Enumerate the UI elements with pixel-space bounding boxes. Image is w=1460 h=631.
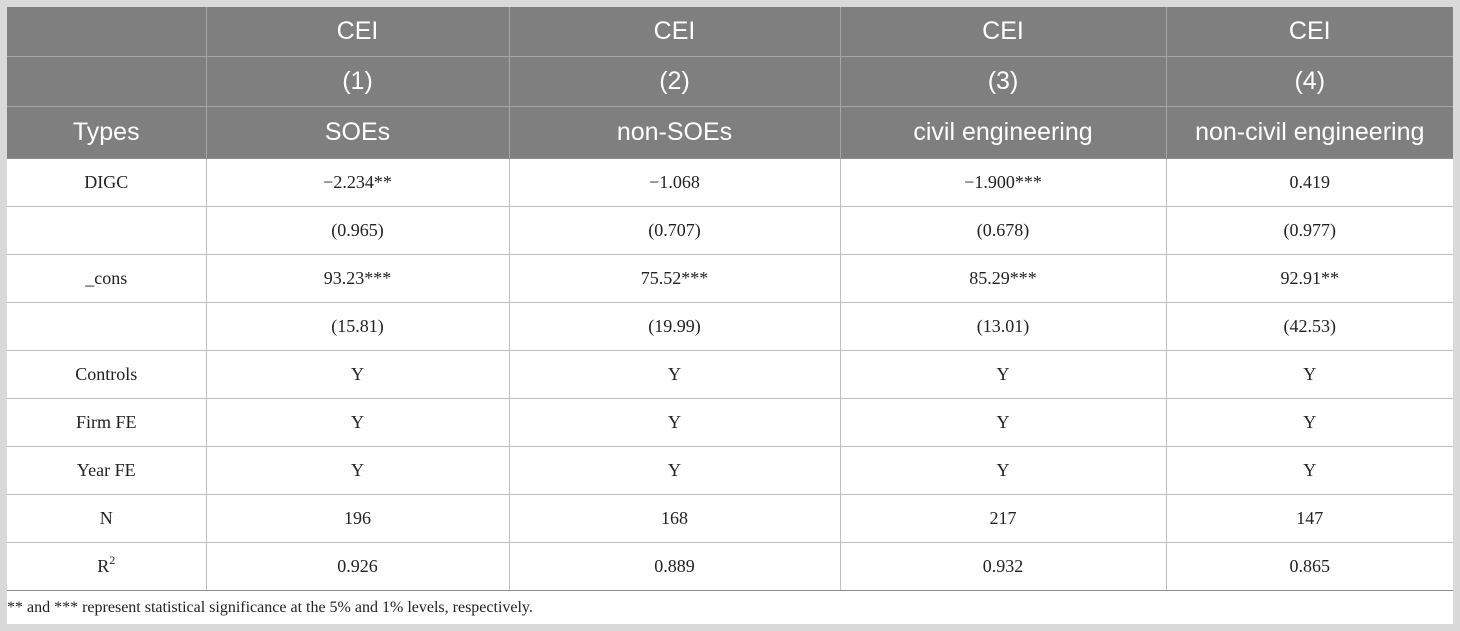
- r-squared-label: R: [97, 556, 110, 576]
- table-cell: 0.926: [206, 542, 510, 591]
- table-cell: 75.52***: [509, 254, 841, 303]
- table-row: _cons 93.23*** 75.52*** 85.29*** 92.91**: [7, 254, 1453, 303]
- table-cell: 0.865: [1166, 542, 1453, 591]
- table-cell: −1.900***: [840, 158, 1167, 207]
- table-header: CEI CEI CEI CEI (1) (2) (3) (4) Types SO…: [7, 7, 1453, 159]
- table-row: Controls Y Y Y Y: [7, 350, 1453, 399]
- row-label: R2: [7, 542, 207, 591]
- table-cell: 0.419: [1166, 158, 1453, 207]
- table-row: Firm FE Y Y Y Y: [7, 398, 1453, 447]
- header-row-model-number: (1) (2) (3) (4): [7, 56, 1453, 107]
- table-cell: 196: [206, 494, 510, 543]
- header-cell: Types: [7, 106, 207, 159]
- table-cell: (0.977): [1166, 206, 1453, 255]
- table-cell: 92.91**: [1166, 254, 1453, 303]
- table-cell: Y: [509, 446, 841, 495]
- table-cell: 0.889: [509, 542, 841, 591]
- table-cell: 93.23***: [206, 254, 510, 303]
- header-cell: civil engineering: [840, 106, 1167, 159]
- table-cell: Y: [206, 350, 510, 399]
- table-cell: 85.29***: [840, 254, 1167, 303]
- table-cell: 168: [509, 494, 841, 543]
- table-cell: (13.01): [840, 302, 1167, 351]
- header-row-dependent-variable: CEI CEI CEI CEI: [7, 7, 1453, 57]
- header-cell: CEI: [206, 7, 510, 57]
- table-cell: 0.932: [840, 542, 1167, 591]
- table-cell: 217: [840, 494, 1167, 543]
- table-cell: Y: [509, 350, 841, 399]
- table-cell: 147: [1166, 494, 1453, 543]
- table-cell: (0.965): [206, 206, 510, 255]
- table-cell: −1.068: [509, 158, 841, 207]
- table-row: N 196 168 217 147: [7, 494, 1453, 543]
- header-cell: CEI: [1166, 7, 1453, 57]
- table-cell: (0.678): [840, 206, 1167, 255]
- row-label: Year FE: [7, 446, 207, 495]
- table-row: R2 0.926 0.889 0.932 0.865: [7, 542, 1453, 591]
- table-row: Year FE Y Y Y Y: [7, 446, 1453, 495]
- table-cell: Y: [840, 350, 1167, 399]
- header-cell: (2): [509, 56, 841, 107]
- row-label: N: [7, 494, 207, 543]
- table-cell: Y: [1166, 446, 1453, 495]
- table-cell: Y: [206, 446, 510, 495]
- header-cell: CEI: [840, 7, 1167, 57]
- table-row: (15.81) (19.99) (13.01) (42.53): [7, 302, 1453, 351]
- row-label: _cons: [7, 254, 207, 303]
- table-cell: −2.234**: [206, 158, 510, 207]
- table-cell: (0.707): [509, 206, 841, 255]
- r-squared-superscript: 2: [109, 553, 116, 567]
- header-row-types: Types SOEs non-SOEs civil engineering no…: [7, 106, 1453, 159]
- table-cell: Y: [1166, 350, 1453, 399]
- header-cell: CEI: [509, 7, 841, 57]
- table-cell: Y: [840, 398, 1167, 447]
- table-cell: Y: [206, 398, 510, 447]
- row-label: Firm FE: [7, 398, 207, 447]
- table-cell: (19.99): [509, 302, 841, 351]
- regression-table: CEI CEI CEI CEI (1) (2) (3) (4) Types SO…: [7, 7, 1453, 591]
- table-footnote: ** and *** represent statistical signifi…: [7, 599, 533, 616]
- table-cell: (15.81): [206, 302, 510, 351]
- header-cell: non-SOEs: [509, 106, 841, 159]
- row-label: [7, 302, 207, 351]
- table-cell: Y: [840, 446, 1167, 495]
- row-label: DIGC: [7, 158, 207, 207]
- header-cell: non-civil engineering: [1166, 106, 1453, 159]
- header-cell: (1): [206, 56, 510, 107]
- table-cell: Y: [1166, 398, 1453, 447]
- header-cell: [7, 56, 207, 107]
- table-row: DIGC −2.234** −1.068 −1.900*** 0.419: [7, 158, 1453, 207]
- table-body: DIGC −2.234** −1.068 −1.900*** 0.419 (0.…: [7, 158, 1453, 591]
- table-row: (0.965) (0.707) (0.678) (0.977): [7, 206, 1453, 255]
- table-cell: Y: [509, 398, 841, 447]
- header-cell: (4): [1166, 56, 1453, 107]
- table-frame: CEI CEI CEI CEI (1) (2) (3) (4) Types SO…: [7, 7, 1453, 624]
- header-cell: [7, 7, 207, 57]
- table-cell: (42.53): [1166, 302, 1453, 351]
- header-cell: SOEs: [206, 106, 510, 159]
- row-label: [7, 206, 207, 255]
- header-cell: (3): [840, 56, 1167, 107]
- row-label: Controls: [7, 350, 207, 399]
